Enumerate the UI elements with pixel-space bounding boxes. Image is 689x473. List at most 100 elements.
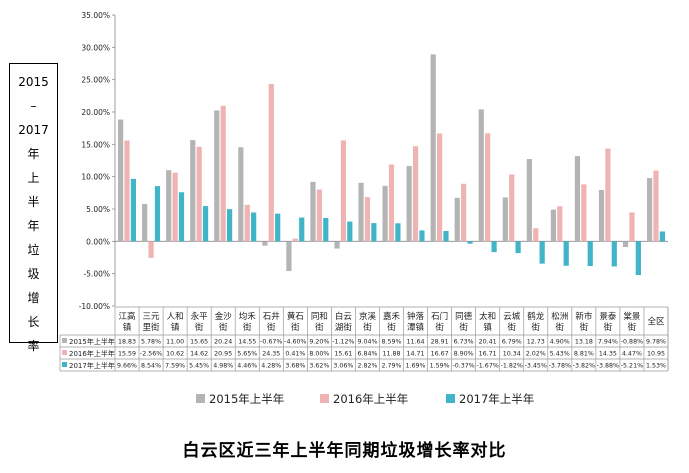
bar-1 (550, 209, 557, 242)
category-label: 钟落潭镇 (407, 311, 425, 333)
table-legend-key-3 (62, 362, 67, 367)
data-label: 4.90% (550, 339, 570, 346)
bar-1 (286, 241, 292, 272)
category-label: 太和镇 (479, 311, 496, 333)
data-label: 9.78% (646, 339, 666, 346)
y-tick-label: 30.00% (81, 43, 110, 52)
bar-3 (587, 241, 593, 267)
y-tick-label: 0.00% (86, 237, 110, 246)
data-label: 16.71 (479, 351, 497, 358)
bar-3 (395, 223, 401, 242)
bar-1 (622, 241, 629, 248)
data-label: 24.35 (262, 351, 280, 358)
bar-3 (491, 241, 497, 253)
data-label: 16.67 (431, 351, 449, 358)
y-axis-label: 2015 – 2017 年 上 半 年 垃 圾 增 长 率 (18, 75, 49, 353)
data-label: 4.98% (213, 363, 233, 370)
data-label: 0.41% (285, 351, 305, 358)
bar-3 (443, 231, 449, 242)
bar-3 (611, 241, 617, 267)
data-label: 10.34 (503, 351, 521, 358)
bar-1 (238, 147, 244, 242)
category-label: 棠景街 (623, 311, 640, 333)
data-label: 1.59% (430, 363, 450, 370)
bar-3 (539, 241, 545, 264)
legend-key-1 (196, 394, 205, 403)
category-label: 新市街 (575, 311, 593, 333)
data-label: 11.64 (407, 339, 425, 346)
data-label: 6.73% (454, 339, 474, 346)
bar-1 (142, 203, 148, 242)
data-label: 7.94% (598, 339, 618, 346)
data-label: 20.41 (479, 339, 497, 346)
data-label: -5.21% (621, 363, 643, 370)
y-tick-label: 35.00% (81, 11, 110, 20)
data-label: 9.20% (309, 339, 329, 346)
bar-2 (172, 172, 178, 242)
bar-1 (262, 241, 268, 246)
data-label: 10.62 (166, 351, 184, 358)
data-label: 8.81% (574, 351, 594, 358)
data-label: -1.12% (332, 339, 354, 346)
data-label: 15.59 (118, 351, 136, 358)
data-label: 20.95 (214, 351, 232, 358)
bar-2 (148, 241, 154, 258)
category-label: 江高镇 (119, 311, 136, 333)
data-label: 6.84% (357, 351, 377, 358)
bar-1 (478, 109, 484, 242)
bar-1 (166, 170, 172, 242)
category-label: 三元里街 (143, 312, 161, 333)
category-label: 云城街 (503, 312, 521, 333)
bar-2 (412, 146, 419, 242)
bar-2 (653, 170, 659, 242)
bar-2 (509, 174, 515, 242)
bar-3 (154, 186, 161, 242)
data-label: 8.59% (381, 339, 401, 346)
bar-3 (467, 241, 473, 244)
data-label: -4.60% (284, 339, 306, 346)
data-label: 14.55 (238, 339, 256, 346)
data-label: 6.79% (502, 339, 522, 346)
bar-2 (196, 146, 202, 242)
data-label: 8.54% (141, 363, 161, 370)
bar-2 (268, 83, 274, 242)
bar-3 (130, 178, 137, 242)
bar-3 (323, 217, 329, 242)
data-label: 2.79% (381, 363, 401, 370)
data-label: 18.83 (118, 339, 136, 346)
bar-3 (275, 213, 281, 242)
data-label: 4.46% (237, 363, 257, 370)
data-label: 3.68% (285, 363, 305, 370)
data-label: 2.02% (526, 351, 546, 358)
bar-3 (299, 217, 305, 242)
data-label: 9.66% (117, 363, 137, 370)
data-label: 15.65 (190, 339, 208, 346)
category-label: 松洲街 (551, 311, 568, 333)
bar-3 (563, 241, 569, 266)
bar-3 (419, 230, 425, 242)
data-label: 5.45% (189, 363, 209, 370)
category-label: 京溪街 (359, 311, 377, 333)
data-label: 28.91 (431, 339, 449, 346)
bar-1 (646, 178, 653, 242)
bar-2 (557, 206, 563, 242)
category-label: 景泰街 (599, 311, 617, 333)
bar-2 (124, 140, 130, 242)
category-label: 石门街 (431, 311, 448, 333)
bar-3 (347, 221, 353, 242)
bar-1 (118, 119, 124, 242)
category-label: 白云湖街 (335, 311, 353, 333)
data-label: 12.73 (527, 339, 545, 346)
bar-1 (502, 197, 508, 242)
y-axis-label-box: 2015 – 2017 年 上 半 年 垃 圾 增 长 率 (9, 63, 58, 353)
data-label: 8.90% (454, 351, 474, 358)
bar-3 (371, 223, 377, 242)
bar-2 (605, 148, 611, 242)
data-label: 3.62% (309, 363, 329, 370)
data-label: 3.06% (333, 363, 353, 370)
data-label: 1.69% (406, 363, 426, 370)
category-label: 均禾街 (239, 311, 257, 333)
bar-3 (178, 192, 185, 242)
bar-3 (515, 241, 521, 254)
data-label: -3.45% (525, 363, 547, 370)
